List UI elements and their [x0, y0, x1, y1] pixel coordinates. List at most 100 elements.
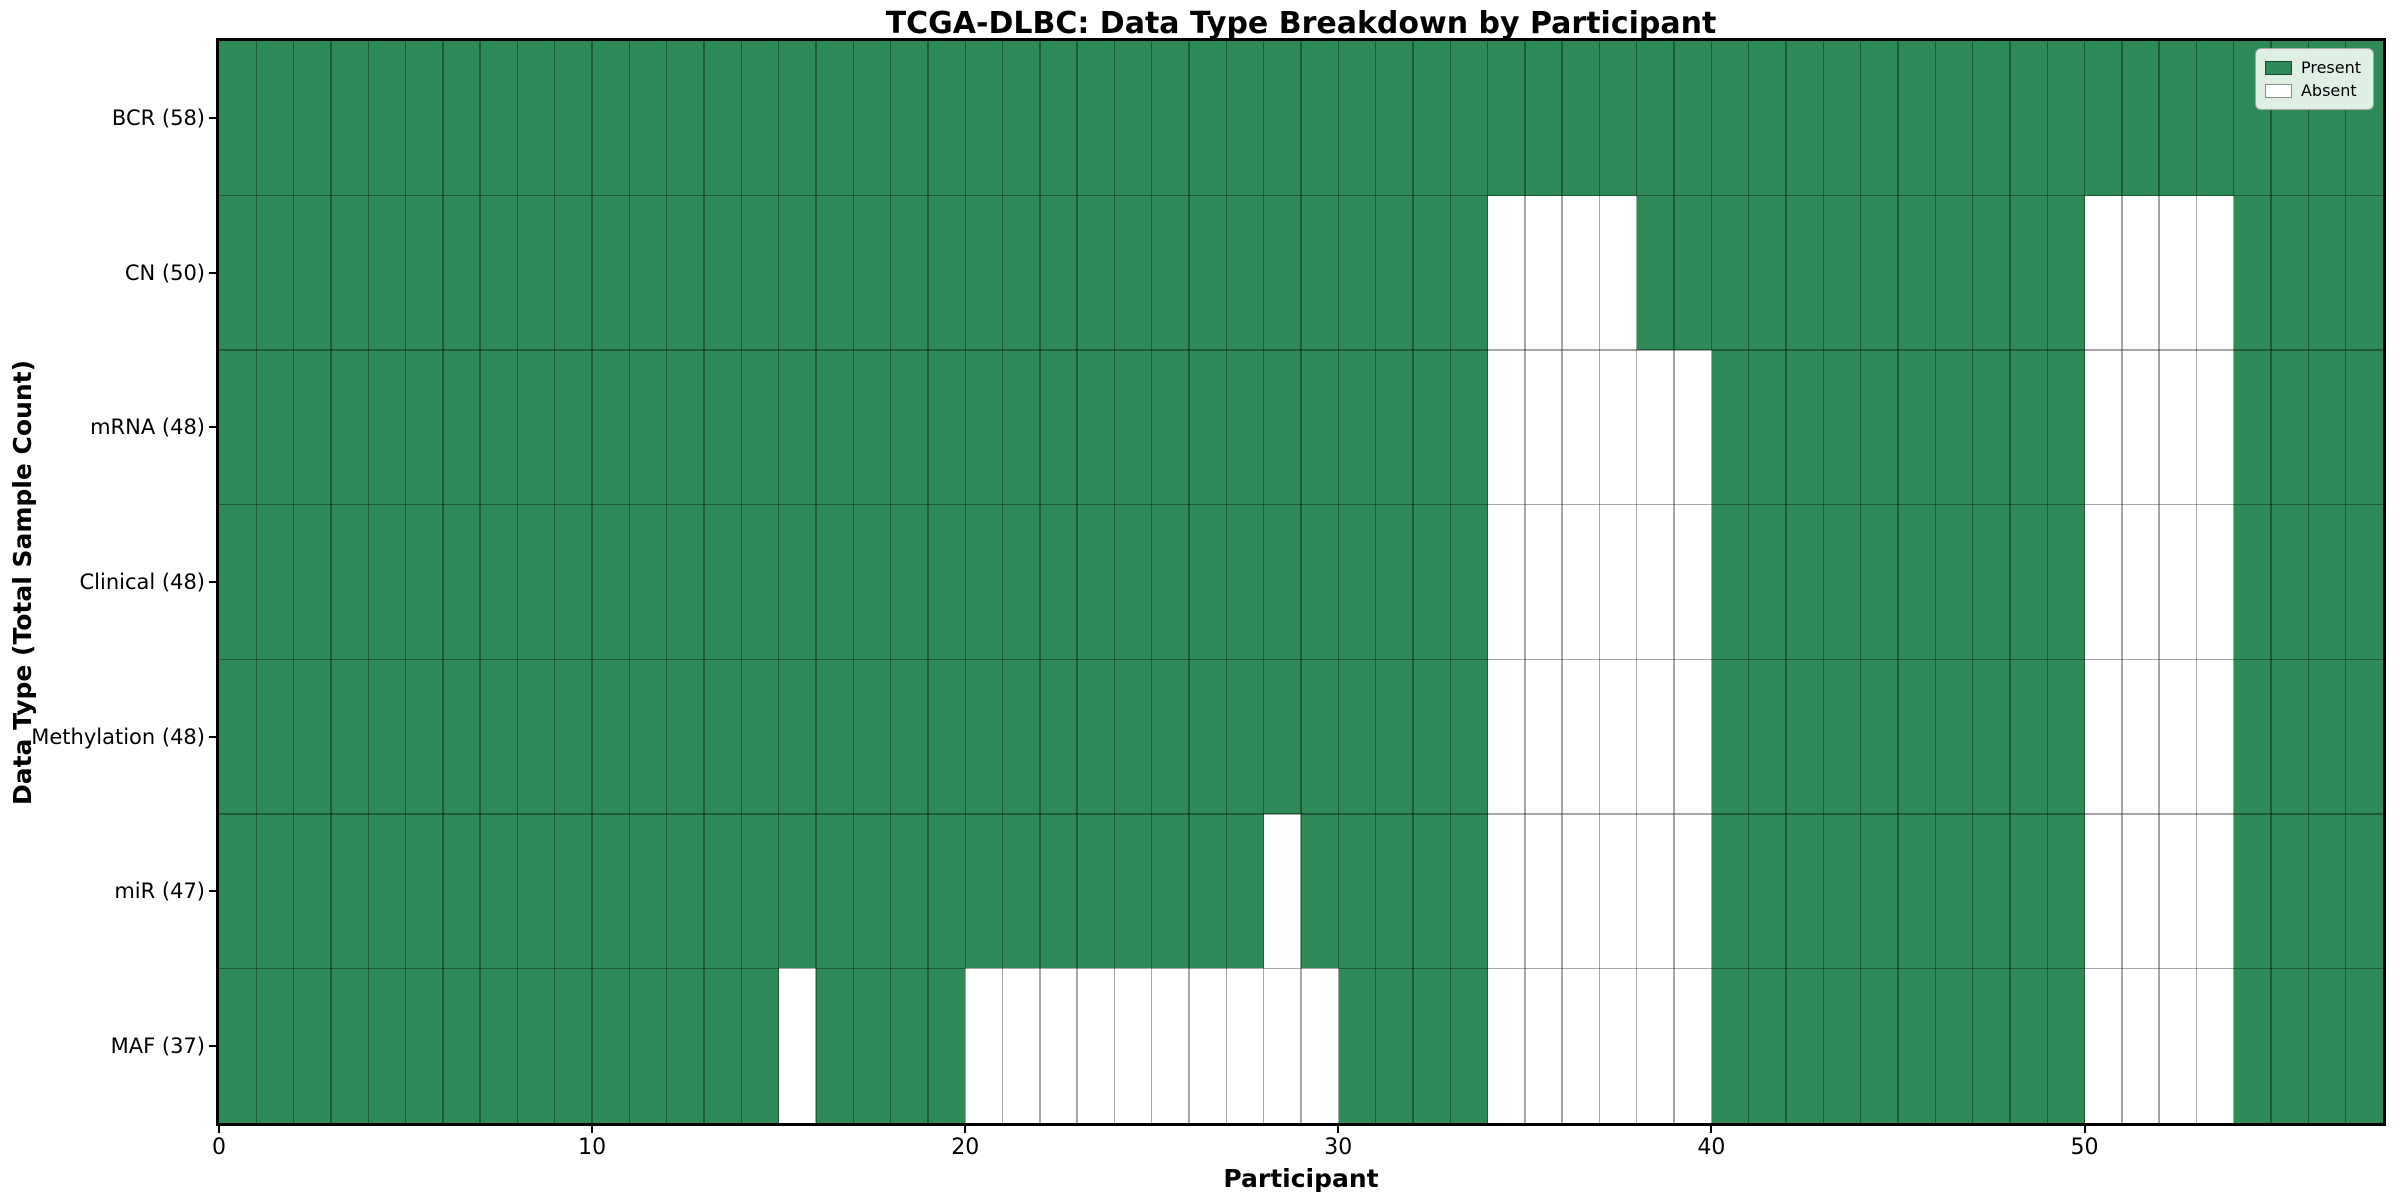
- gridline: [1897, 41, 1899, 1123]
- cell-absent-MAF-20: [965, 968, 1003, 1123]
- gridline: [219, 658, 2383, 660]
- cell-absent-MAF-27: [1226, 968, 1265, 1123]
- absent-swatch-icon: [2264, 83, 2292, 98]
- gridline: [964, 41, 966, 1123]
- cell-absent-miR-36: [1562, 813, 1600, 969]
- x-tick-label-30: 30: [1324, 1135, 1353, 1160]
- gridline: [1822, 41, 1825, 1123]
- gridline: [1636, 41, 1638, 1123]
- gridline: [1300, 41, 1302, 1123]
- y-tick-label-MAF: MAF (37): [110, 1033, 205, 1058]
- gridline: [1188, 41, 1190, 1123]
- gridline: [1785, 41, 1787, 1123]
- gridline: [1151, 41, 1153, 1123]
- gridline: [1859, 41, 1862, 1123]
- gridline: [666, 41, 668, 1123]
- gridline: [777, 41, 780, 1123]
- cell-absent-Clinical-50: [2084, 504, 2123, 660]
- y-tick-label-miR: miR (47): [114, 879, 205, 904]
- cell-absent-mRNA-50: [2084, 350, 2123, 506]
- y-tick-label-Clinical: Clinical (48): [79, 570, 205, 594]
- gridline: [2009, 41, 2011, 1123]
- cell-absent-Methylation-51: [2121, 659, 2160, 815]
- x-tick-mark: [1710, 1123, 1713, 1133]
- present-swatch-icon: [2264, 60, 2292, 75]
- x-tick-label-40: 40: [1697, 1135, 1726, 1160]
- gridline: [479, 41, 481, 1123]
- gridline: [1449, 41, 1451, 1123]
- cell-absent-miR-50: [2084, 813, 2123, 969]
- cell-absent-Methylation-37: [1599, 659, 1638, 815]
- gridline: [1001, 41, 1004, 1123]
- x-tick-label-0: 0: [212, 1135, 226, 1160]
- cell-absent-Clinical-39: [1674, 504, 1712, 660]
- cell-absent-CN-52: [2159, 195, 2197, 351]
- cell-absent-Clinical-38: [1636, 504, 1675, 660]
- cell-absent-MAF-53: [2196, 968, 2235, 1123]
- cell-absent-CN-37: [1599, 195, 1638, 351]
- cell-absent-Methylation-36: [1562, 659, 1600, 815]
- gridline: [1934, 41, 1936, 1123]
- cell-absent-Methylation-52: [2159, 659, 2197, 815]
- y-tick-mark: [209, 271, 219, 274]
- gridline: [219, 967, 2383, 970]
- cell-absent-mRNA-53: [2196, 350, 2235, 506]
- cell-absent-Methylation-34: [1487, 659, 1526, 815]
- cell-absent-Clinical-53: [2196, 504, 2235, 660]
- cell-absent-Clinical-35: [1524, 504, 1563, 660]
- gridline: [1598, 41, 1601, 1123]
- gridline: [1486, 41, 1489, 1123]
- gridline: [1412, 41, 1414, 1123]
- gridline: [2083, 41, 2086, 1123]
- cell-absent-Methylation-53: [2196, 659, 2235, 815]
- cell-absent-MAF-51: [2121, 968, 2160, 1123]
- gridline: [852, 41, 854, 1123]
- gridline: [591, 41, 593, 1123]
- gridline: [2195, 41, 2198, 1123]
- cell-absent-mRNA-38: [1636, 350, 1675, 506]
- cell-absent-miR-53: [2196, 813, 2235, 969]
- cell-absent-miR-28: [1263, 813, 1302, 969]
- legend-entry-absent: Absent: [2264, 79, 2361, 102]
- gridline: [1561, 41, 1563, 1123]
- gridline: [2307, 41, 2310, 1123]
- legend-present-label: Present: [2300, 58, 2361, 77]
- cell-absent-miR-51: [2121, 813, 2160, 969]
- legend-entry-present: Present: [2264, 56, 2361, 79]
- x-tick-mark: [2083, 1123, 2086, 1133]
- cell-absent-MAF-50: [2084, 968, 2123, 1123]
- legend-absent-label: Absent: [2300, 81, 2357, 101]
- plot-area: Present Absent: [219, 41, 2383, 1123]
- cell-absent-mRNA-39: [1674, 350, 1712, 506]
- cell-absent-mRNA-37: [1599, 350, 1638, 506]
- gridline: [219, 813, 2383, 815]
- cell-absent-miR-39: [1674, 813, 1712, 969]
- cell-absent-miR-52: [2159, 813, 2197, 969]
- cell-absent-mRNA-34: [1487, 350, 1526, 506]
- cell-absent-miR-34: [1487, 813, 1526, 969]
- gridline: [2270, 41, 2272, 1123]
- cell-absent-miR-35: [1524, 813, 1563, 969]
- cell-absent-CN-35: [1524, 195, 1563, 351]
- x-tick-mark: [591, 1123, 594, 1133]
- legend: Present Absent: [2254, 48, 2374, 111]
- y-tick-mark: [209, 890, 219, 893]
- gridline: [330, 41, 332, 1123]
- gridline: [1673, 41, 1675, 1123]
- y-tick-labels: BCR (58) CN (50) mRNA (48) Clinical (48) Met…: [0, 0, 219, 1200]
- cell-absent-mRNA-35: [1524, 350, 1563, 506]
- cell-absent-MAF-26: [1189, 968, 1227, 1123]
- gridline: [219, 349, 2383, 351]
- gridline: [1039, 41, 1041, 1123]
- cell-absent-CN-50: [2084, 195, 2123, 351]
- cell-absent-MAF-28: [1263, 968, 1302, 1123]
- gridline: [292, 41, 295, 1123]
- cell-absent-MAF-29: [1301, 968, 1339, 1123]
- cell-absent-Clinical-51: [2121, 504, 2160, 660]
- gridline: [1337, 41, 1339, 1123]
- gridline: [1113, 41, 1116, 1123]
- x-tick-mark: [1337, 1123, 1340, 1133]
- gridline: [255, 41, 257, 1123]
- cell-absent-mRNA-52: [2159, 350, 2197, 506]
- cell-absent-Clinical-34: [1487, 504, 1526, 660]
